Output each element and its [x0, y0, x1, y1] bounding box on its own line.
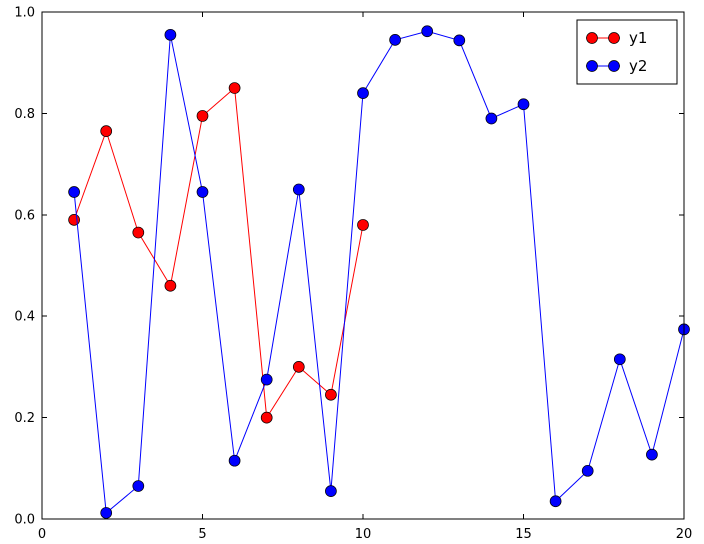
legend-marker — [586, 32, 598, 44]
y-tick-label: 0.6 — [14, 208, 35, 223]
data-point-y1 — [325, 388, 337, 401]
data-point-y1 — [164, 279, 177, 292]
data-point-y1 — [68, 214, 80, 226]
x-tick-label: 10 — [355, 527, 372, 542]
data-point-y1 — [260, 411, 273, 424]
data-point-y2 — [581, 464, 594, 477]
data-point-y2 — [100, 507, 113, 519]
legend-marker — [608, 32, 620, 44]
data-point-y2 — [646, 448, 658, 461]
data-point-y2 — [453, 34, 466, 47]
data-point-y1 — [228, 82, 241, 94]
y-tick-label: 0.8 — [14, 107, 35, 122]
legend-label: y1 — [629, 29, 647, 47]
x-tick-label: 5 — [198, 527, 206, 542]
y-tick-label: 0.2 — [14, 411, 35, 426]
data-point-y2 — [517, 98, 530, 111]
data-point-y1 — [132, 226, 145, 239]
data-point-y2 — [68, 186, 80, 198]
data-point-y2 — [260, 373, 273, 386]
x-tick-label: 15 — [515, 527, 532, 542]
x-tick-label: 20 — [676, 527, 693, 542]
data-point-y2 — [485, 112, 498, 125]
data-point-y2 — [164, 28, 177, 41]
data-point-y2 — [132, 480, 145, 492]
data-point-y1 — [357, 219, 369, 231]
data-point-y2 — [549, 495, 562, 508]
data-point-y2 — [421, 25, 434, 38]
y-tick-label: 0.0 — [14, 513, 35, 528]
data-point-y1 — [196, 110, 209, 122]
data-point-y2 — [228, 454, 241, 467]
data-point-y1 — [292, 361, 305, 373]
legend-marker — [586, 60, 598, 72]
data-point-y1 — [100, 125, 113, 137]
series-line-y2 — [73, 30, 685, 514]
y-tick-label: 0.4 — [14, 310, 35, 325]
data-point-y2 — [357, 87, 369, 99]
data-point-y2 — [292, 183, 305, 196]
y-tick-label: 1.0 — [14, 6, 35, 21]
data-point-y2 — [196, 186, 209, 198]
series-line-y1 — [73, 87, 364, 420]
legend-box — [576, 19, 678, 85]
data-point-y2 — [325, 485, 337, 497]
data-point-y2 — [613, 353, 626, 366]
legend-label: y2 — [629, 57, 647, 75]
x-tick-label: 0 — [38, 527, 46, 542]
legend-marker — [608, 60, 620, 72]
data-point-y2 — [389, 34, 401, 46]
